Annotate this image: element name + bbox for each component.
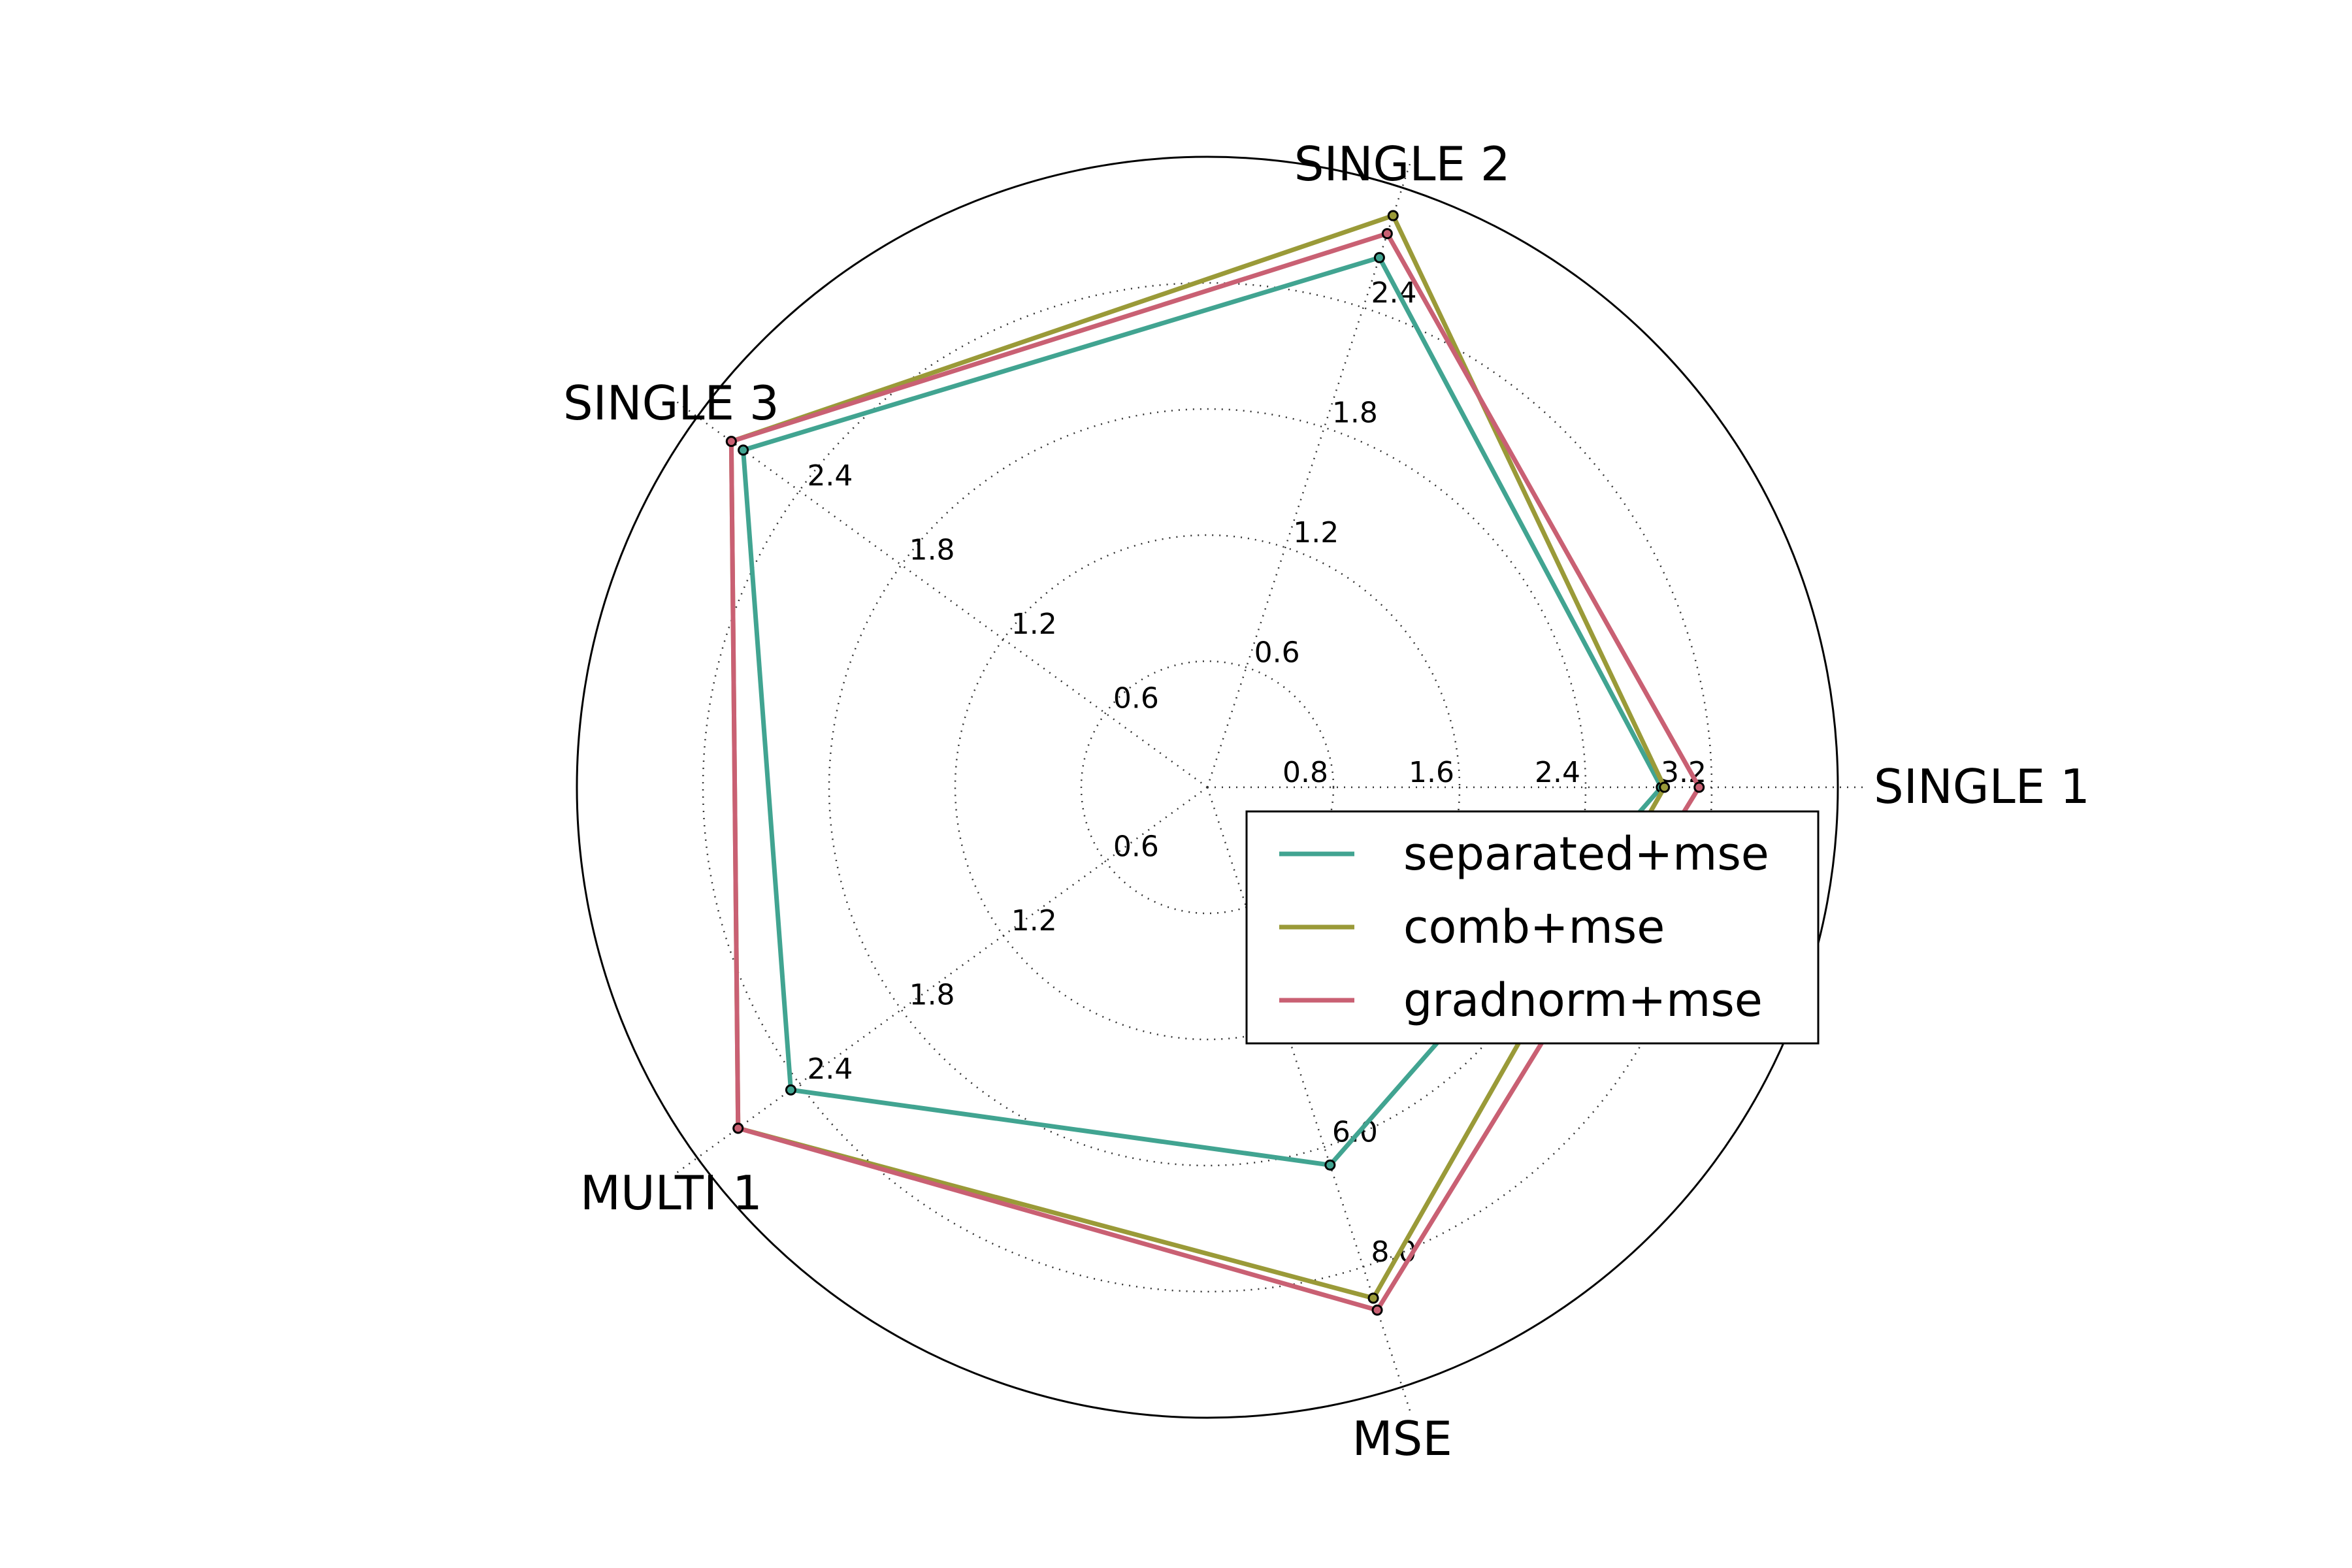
data-point	[785, 1084, 796, 1096]
axis-label: MSE	[1352, 1411, 1452, 1466]
legend-entry: gradnorm+mse	[1403, 973, 1763, 1027]
tick-label: 0.6	[1254, 636, 1300, 669]
data-point	[1387, 210, 1399, 221]
series-line	[740, 255, 1665, 1168]
data-point	[1373, 252, 1385, 263]
series-line	[728, 212, 1667, 1301]
tick-label: 1.2	[1011, 904, 1057, 938]
data-point	[732, 1122, 744, 1134]
axis-labels: SINGLE 1 SINGLE 2 SINGLE 3 MULTI 1 MSE	[563, 137, 2090, 1466]
data-point	[1693, 781, 1705, 793]
axis-label: SINGLE 1	[1874, 759, 2090, 814]
tick-label: 2.4	[1535, 756, 1580, 789]
tick-label: 2.4	[807, 1053, 853, 1086]
axis-label: SINGLE 2	[1294, 137, 1511, 191]
axis-label: MULTI 1	[580, 1166, 762, 1220]
series-separated+mse	[738, 252, 1667, 1171]
series-gradnorm+mse	[725, 228, 1705, 1316]
tick-label: 0.8	[1282, 756, 1328, 789]
legend: separated+mse comb+mse gradnorm+mse	[1245, 810, 1820, 1045]
tick-label: 1.8	[909, 534, 955, 567]
data-point	[738, 444, 749, 456]
tick-label: 1.2	[1011, 608, 1057, 641]
legend-entry: separated+mse	[1403, 827, 1769, 881]
outer-circle	[576, 155, 1839, 1419]
data-point	[1381, 228, 1393, 240]
tick-label: 0.6	[1113, 682, 1159, 715]
data-point	[1659, 781, 1671, 793]
data-point	[1371, 1304, 1383, 1316]
data-point	[1324, 1159, 1336, 1171]
series-comb+mse	[725, 210, 1671, 1304]
tick-label: 1.6	[1409, 756, 1454, 789]
spoke-2	[1206, 163, 1411, 788]
series	[725, 210, 1705, 1316]
legend-entry: comb+mse	[1403, 900, 1665, 954]
tick-labels: 0.8 1.6 2.4 3.20.61.21.82.40.61.21.82.40.61…	[807, 276, 1707, 1269]
grid-ring-1	[1080, 660, 1335, 915]
tick-label: 0.6	[1113, 830, 1159, 863]
spoke-3	[676, 401, 1208, 789]
grid-ring-3	[828, 408, 1587, 1167]
data-point	[1367, 1292, 1379, 1304]
tick-label: 1.8	[1332, 396, 1378, 429]
spoke-4	[676, 786, 1208, 1173]
series-line	[728, 231, 1702, 1313]
tick-label: 1.8	[909, 978, 955, 1011]
tick-label: 2.4	[807, 459, 853, 493]
tick-label: 1.2	[1293, 516, 1339, 549]
axis-label: SINGLE 3	[563, 376, 779, 431]
data-point	[725, 436, 737, 448]
